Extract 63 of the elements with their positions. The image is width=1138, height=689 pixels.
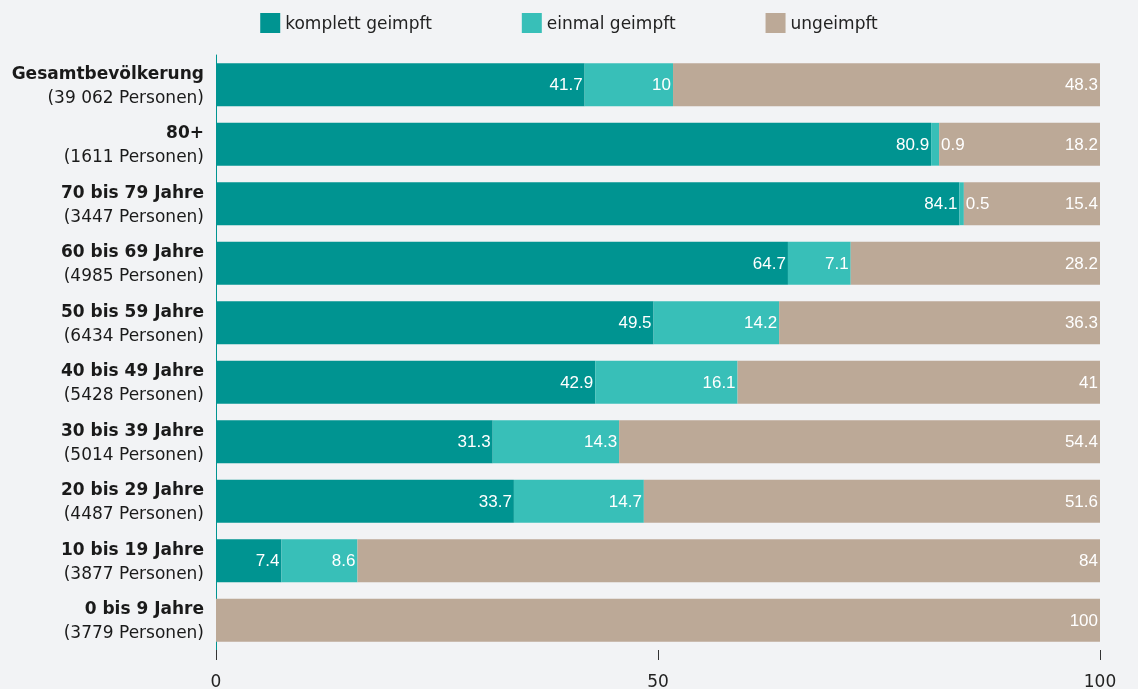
bar [595, 360, 738, 404]
bar [513, 479, 644, 523]
y-tick-label: 0 bis 9 Jahre (3779 Personen) [63, 598, 204, 643]
data-label: 0.9 [941, 134, 965, 154]
data-label: 80.9 [896, 134, 930, 154]
data-label: 49.5 [618, 313, 652, 333]
data-label: 14.3 [584, 432, 618, 452]
data-label: 54.4 [1064, 432, 1098, 452]
bar [492, 420, 620, 464]
bar [619, 420, 1100, 464]
bar [584, 63, 674, 107]
data-label: 14.2 [744, 313, 778, 333]
data-label: 18.2 [1064, 134, 1098, 154]
bar [963, 182, 1100, 226]
bar [779, 301, 1100, 345]
bar [850, 241, 1100, 285]
data-label: 8.6 [331, 551, 356, 571]
y-tick-label: 60 bis 69 Jahre (4985 Personen) [61, 241, 204, 286]
data-label: 48.3 [1064, 75, 1098, 95]
x-tick-label: 50 [647, 670, 669, 689]
bar [931, 122, 940, 166]
bar [959, 182, 964, 226]
y-tick-label: 40 bis 49 Jahre (5428 Personen) [61, 360, 204, 405]
y-tick-label: 20 bis 29 Jahre (4487 Personen) [61, 479, 204, 524]
x-tick-label: 0 [210, 670, 222, 689]
bar [643, 479, 1100, 523]
data-label: 100 [1069, 610, 1098, 630]
legend-label: ungeimpft [790, 13, 879, 33]
data-label: 84.1 [924, 194, 958, 214]
data-label: 33.7 [478, 491, 512, 511]
data-label: 31.3 [457, 432, 491, 452]
data-label: 10 [652, 75, 672, 95]
y-tick-label: 10 bis 19 Jahre (3877 Personen) [61, 538, 204, 583]
data-label: 16.1 [702, 372, 736, 392]
data-label: 28.2 [1064, 253, 1098, 273]
bar [653, 301, 780, 345]
bar [281, 539, 358, 583]
data-label: 14.7 [608, 491, 642, 511]
data-label: 41 [1079, 372, 1098, 392]
data-label: 7.4 [255, 551, 280, 571]
y-tick-label: 70 bis 79 Jahre (3447 Personen) [61, 181, 204, 226]
bar [673, 63, 1100, 107]
bar [787, 241, 851, 285]
bar [737, 360, 1100, 404]
data-label: 51.6 [1064, 491, 1098, 511]
data-label: 41.7 [549, 75, 583, 95]
data-label: 84 [1079, 551, 1098, 571]
legend-label: komplett geimpft [285, 13, 433, 33]
y-tick-label: 80+ (1611 Personen) [63, 122, 204, 167]
data-label: 7.1 [825, 253, 849, 273]
y-tick-label: 30 bis 39 Jahre (5014 Personen) [61, 419, 204, 464]
y-tick-label: 50 bis 59 Jahre (6434 Personen) [61, 300, 204, 345]
data-label: 0.5 [965, 194, 990, 214]
data-label: 15.4 [1064, 194, 1098, 214]
legend-label: einmal geimpft [546, 13, 676, 33]
data-label: 42.9 [560, 372, 594, 392]
y-tick-label: Gesamtbevölkerung (39 062 Personen) [11, 62, 204, 107]
bar [939, 122, 1100, 166]
x-tick-label: 100 [1083, 670, 1117, 689]
data-label: 64.7 [752, 253, 786, 273]
data-label: 36.3 [1064, 313, 1098, 333]
bar [216, 598, 1100, 642]
bar [357, 539, 1100, 583]
